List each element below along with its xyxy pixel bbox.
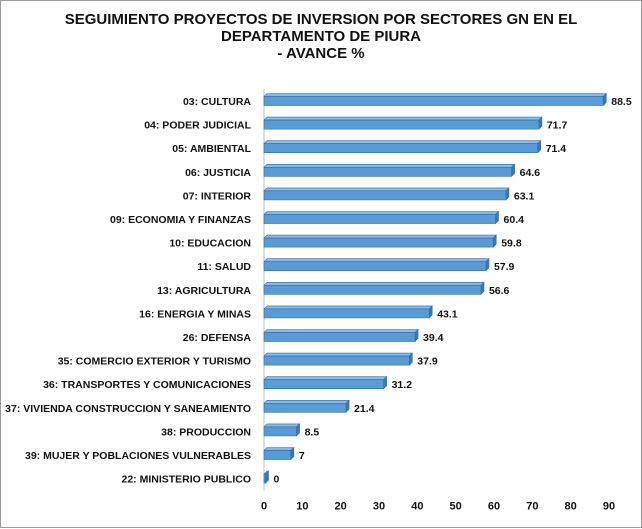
category-label-1: 04: PODER JUDICIAL	[144, 120, 251, 132]
category-label-0: 03: CULTURA	[183, 96, 251, 108]
value-label-7: 57.9	[494, 261, 515, 273]
bar-top-1	[263, 116, 543, 121]
category-label-2: 05: AMBIENTAL	[172, 143, 251, 155]
bar-4	[263, 190, 507, 201]
x-tick-label-9: 90	[603, 501, 615, 513]
value-label-5: 60.4	[504, 214, 525, 226]
category-label-5: 09: ECONOMIA Y FINANZAS	[110, 214, 251, 226]
bar-top-15	[263, 447, 295, 451]
value-label-14: 8.5	[305, 426, 320, 438]
category-label-11: 35: COMERCIO EXTERIOR Y TURISMO	[58, 356, 251, 368]
value-label-6: 59.8	[501, 238, 522, 250]
category-label-14: 38: PRODUCCION	[161, 426, 251, 438]
value-label-12: 31.2	[392, 379, 413, 391]
x-tick-label-0: 0	[261, 501, 267, 513]
category-label-9: 16: ENERGIA Y MINAS	[139, 308, 251, 320]
bar-top-12	[263, 376, 388, 381]
bar-14	[263, 426, 297, 437]
bar-5	[263, 214, 496, 224]
bar-8	[263, 284, 482, 295]
category-label-3: 06: JUSTICIA	[185, 167, 251, 179]
category-label-6: 10: EDUCACION	[169, 238, 251, 250]
category-label-13: 37: VIVIENDA CONSTRUCCION Y SANEAMIENTO	[5, 403, 251, 415]
category-label-16: 22: MINISTERIO PUBLICO	[121, 474, 251, 486]
category-label-10: 26: DEFENSA	[183, 332, 252, 344]
value-label-8: 56.6	[489, 285, 510, 297]
bar-0	[263, 96, 604, 106]
bar-top-5	[263, 211, 500, 215]
value-label-4: 63.1	[514, 190, 535, 202]
bar-top-13	[263, 399, 350, 404]
chart-title: SEGUIMIENTO PROYECTOS DE INVERSION POR S…	[64, 11, 578, 62]
x-tick-label-6: 60	[488, 501, 500, 513]
bar-top-6	[263, 234, 497, 239]
bar-top-11	[263, 352, 414, 357]
bar-2	[263, 143, 539, 153]
bar-9	[263, 308, 430, 319]
x-tick-label-1: 10	[296, 501, 308, 513]
bar-top-0	[263, 93, 607, 97]
bar-13	[263, 402, 347, 413]
bar-7	[263, 261, 487, 272]
bar-top-3	[263, 164, 516, 168]
value-label-0: 88.5	[611, 96, 632, 108]
bar-top-7	[263, 258, 490, 263]
bar-top-9	[263, 305, 433, 310]
x-tick-label-7: 70	[526, 501, 538, 513]
category-label-12: 36: TRANSPORTES Y COMUNICACIONES	[43, 379, 251, 391]
bar-15	[263, 450, 292, 460]
category-label-15: 39: MUJER Y POBLACIONES VULNERABLES	[25, 450, 251, 462]
value-label-1: 71.7	[547, 120, 568, 132]
category-label-8: 13: AGRICULTURA	[157, 285, 251, 297]
bar-3	[263, 167, 512, 177]
value-label-15: 7	[299, 450, 305, 462]
category-label-4: 07: INTERIOR	[183, 190, 252, 202]
value-label-11: 37.9	[417, 356, 438, 368]
bar-16	[263, 473, 266, 484]
x-tick-label-3: 30	[373, 501, 385, 513]
bar-top-10	[263, 329, 419, 333]
value-label-10: 39.4	[423, 332, 444, 344]
x-tick-label-4: 40	[411, 501, 423, 513]
bar-top-8	[263, 281, 485, 286]
bar-10	[263, 332, 416, 342]
value-label-2: 71.4	[546, 143, 567, 155]
value-label-9: 43.1	[437, 308, 458, 320]
bar-top-4	[263, 187, 510, 192]
x-tick-label-5: 50	[450, 501, 462, 513]
bar-11	[263, 355, 410, 366]
bar-6	[263, 237, 494, 248]
value-label-16: 0	[274, 474, 280, 486]
bar-top-14	[263, 423, 301, 428]
x-tick-label-2: 20	[335, 501, 347, 513]
value-label-3: 64.6	[520, 167, 541, 179]
bar-top-2	[263, 140, 542, 144]
x-tick-label-8: 80	[565, 501, 577, 513]
bar-1	[263, 119, 540, 130]
bar-12	[263, 379, 384, 390]
value-label-13: 21.4	[354, 403, 375, 415]
category-label-7: 11: SALUD	[197, 261, 251, 273]
